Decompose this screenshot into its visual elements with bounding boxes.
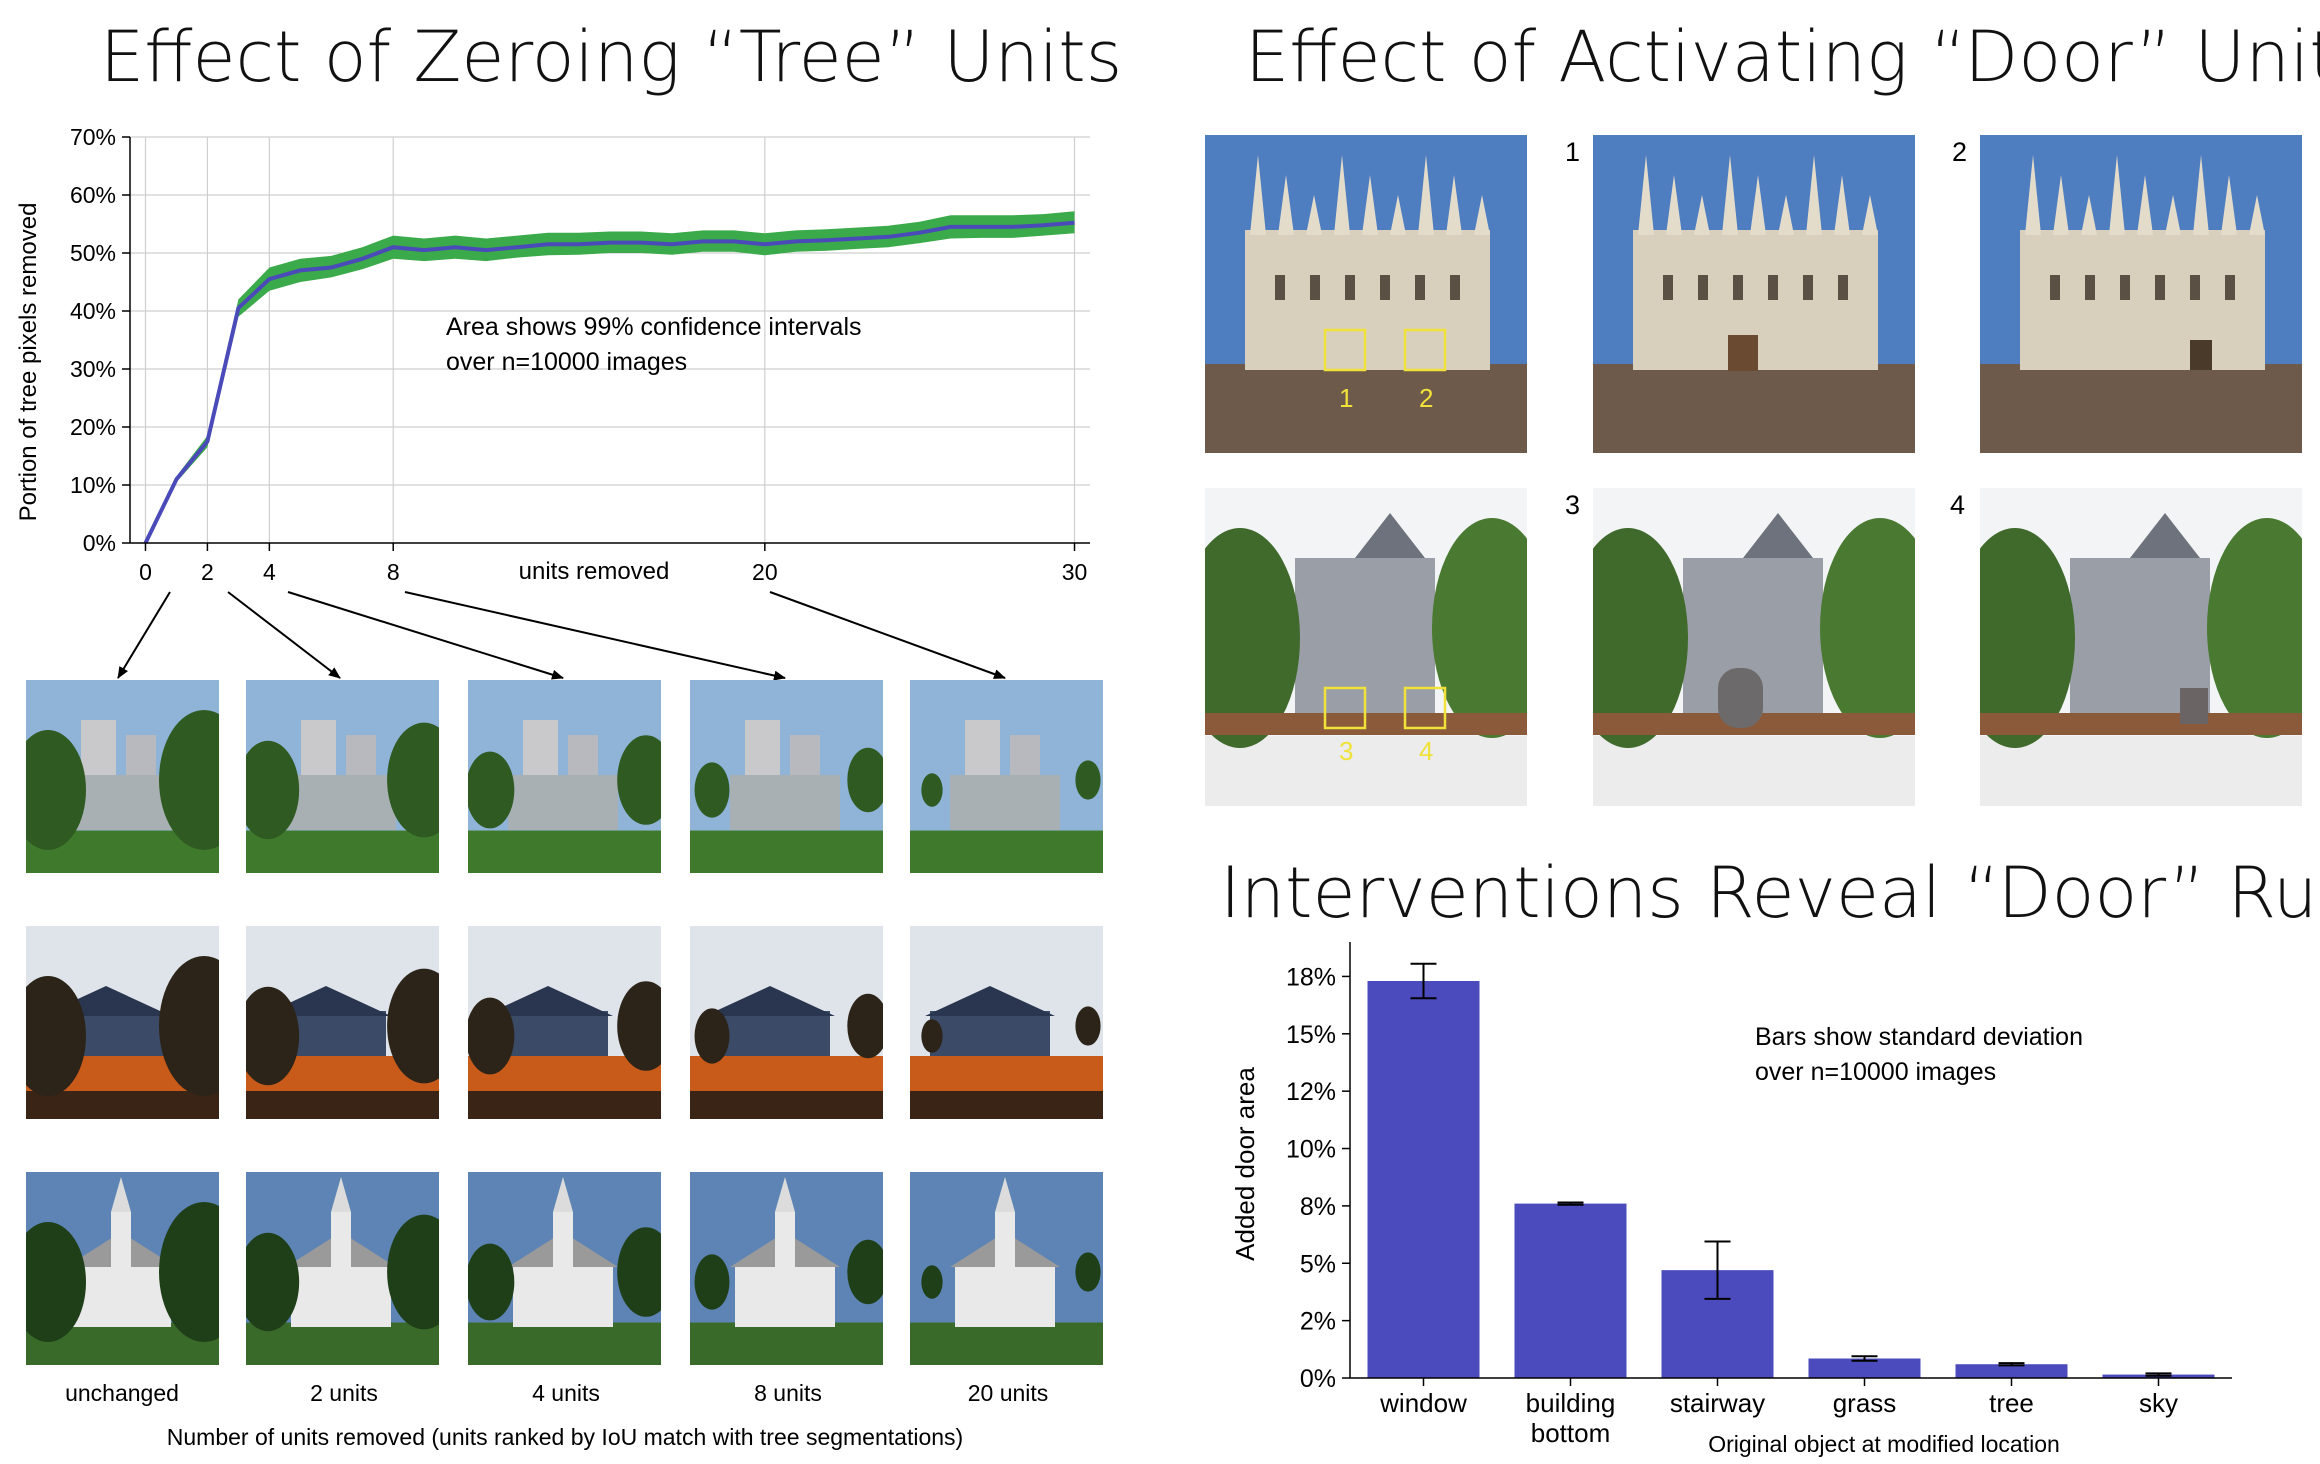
bar-ytick-label: 8% xyxy=(1300,1193,1336,1221)
caption-20-units: 20 units xyxy=(908,1380,1108,1407)
confidence-band xyxy=(146,211,1075,543)
bar-ytick-label: 2% xyxy=(1300,1308,1336,1336)
svg-text:4: 4 xyxy=(1419,736,1433,766)
line-annotation-1: Area shows 99% confidence intervals xyxy=(446,313,862,341)
bar-y-axis-label: Added door area xyxy=(1230,1067,1260,1261)
thumbnail-image xyxy=(910,680,1103,873)
bar-xtick-label: tree xyxy=(1989,1388,2034,1418)
arrow-8 xyxy=(405,592,785,678)
arrow-20 xyxy=(770,592,1005,678)
bar-xtick-label: sky xyxy=(2139,1388,2178,1418)
arrow-overlay xyxy=(0,580,1130,690)
caption-4-units: 4 units xyxy=(466,1380,666,1407)
bar-xtick-label: stairway xyxy=(1670,1388,1765,1418)
bar-ytick-label: 15% xyxy=(1286,1021,1336,1049)
bar-ytick-label: 18% xyxy=(1286,963,1336,991)
thumbnail-image xyxy=(26,1172,219,1365)
label-2: 2 xyxy=(1952,137,1967,168)
thumbnail-image xyxy=(910,1172,1103,1365)
line-ytick-label: 10% xyxy=(70,472,116,498)
line-ytick-label: 70% xyxy=(70,124,116,150)
error-bar-building-bottom xyxy=(1558,1202,1584,1204)
cathedral-image xyxy=(1980,135,2302,453)
thumbnail-footer: Number of units removed (units ranked by… xyxy=(0,1424,1130,1451)
line-ytick-label: 30% xyxy=(70,356,116,382)
bar-building-bottom xyxy=(1515,1204,1627,1378)
svg-text:2: 2 xyxy=(1419,383,1433,413)
thumbnail-image xyxy=(246,926,439,1119)
bar-ytick-label: 5% xyxy=(1300,1250,1336,1278)
arrow-2 xyxy=(228,592,340,678)
error-bar-sky xyxy=(2146,1373,2172,1375)
line-ytick-label: 0% xyxy=(83,530,116,556)
thumbnail-image xyxy=(246,680,439,873)
bar-xtick-label: building xyxy=(1526,1388,1616,1418)
arrow-0 xyxy=(118,592,170,678)
bar-window xyxy=(1368,981,1480,1378)
line-chart: Portion of tree pixels removed 0% 10% 20% 3… xyxy=(0,110,1130,600)
bar-annotation-2: over n=10000 images xyxy=(1755,1058,1996,1086)
thumbnail-image xyxy=(468,926,661,1119)
line-y-axis-label: Portion of tree pixels removed xyxy=(15,203,42,522)
bar-annotation-1: Bars show standard deviation xyxy=(1755,1023,2083,1051)
svg-text:3: 3 xyxy=(1339,736,1353,766)
castle-image xyxy=(1593,488,1915,806)
bar-ytick-label: 0% xyxy=(1300,1365,1336,1393)
line-ytick-label: 60% xyxy=(70,182,116,208)
bar-chart: Added door area 0% 2% 5% 8% 10% 12% 15% 18% win… xyxy=(1220,940,2320,1460)
caption-8-units: 8 units xyxy=(688,1380,888,1407)
line-annotation-2: over n=10000 images xyxy=(446,348,687,376)
thumbnail-image xyxy=(468,680,661,873)
bar-ytick-label: 12% xyxy=(1286,1078,1336,1106)
thumbnail-image xyxy=(246,1172,439,1365)
thumbnail-image xyxy=(26,926,219,1119)
line-ytick-label: 50% xyxy=(70,240,116,266)
bar-xtick-label: window xyxy=(1379,1388,1467,1418)
title-zeroing-tree-units: Effect of Zeroing “Tree” Units xyxy=(100,22,1122,92)
arrow-4 xyxy=(288,592,563,678)
label-1: 1 xyxy=(1565,137,1580,168)
thumbnail-image xyxy=(468,1172,661,1365)
label-4: 4 xyxy=(1950,490,1965,521)
thumbnail-image xyxy=(26,680,219,873)
thumbnail-image xyxy=(690,680,883,873)
caption-2-units: 2 units xyxy=(244,1380,444,1407)
cathedral-image xyxy=(1593,135,1915,453)
thumbnail-image xyxy=(910,926,1103,1119)
bar-x-axis-label: Original object at modified location xyxy=(1708,1431,2060,1457)
bar-xtick-label: grass xyxy=(1833,1388,1897,1418)
bar-xtick-label: bottom xyxy=(1531,1418,1611,1448)
thumbnail-image xyxy=(690,926,883,1119)
title-door-rules: Interventions Reveal “Door” Rules xyxy=(1220,858,2320,928)
line-ytick-label: 40% xyxy=(70,298,116,324)
label-3: 3 xyxy=(1565,490,1580,521)
bar-ytick-label: 10% xyxy=(1286,1136,1336,1164)
svg-text:1: 1 xyxy=(1339,383,1353,413)
title-activating-door-units: Effect of Activating “Door” Units xyxy=(1245,22,2320,92)
caption-unchanged: unchanged xyxy=(22,1380,222,1407)
error-bar-grass xyxy=(1852,1356,1878,1361)
castle-image xyxy=(1980,488,2302,806)
thumbnail-image xyxy=(690,1172,883,1365)
line-ytick-label: 20% xyxy=(70,414,116,440)
